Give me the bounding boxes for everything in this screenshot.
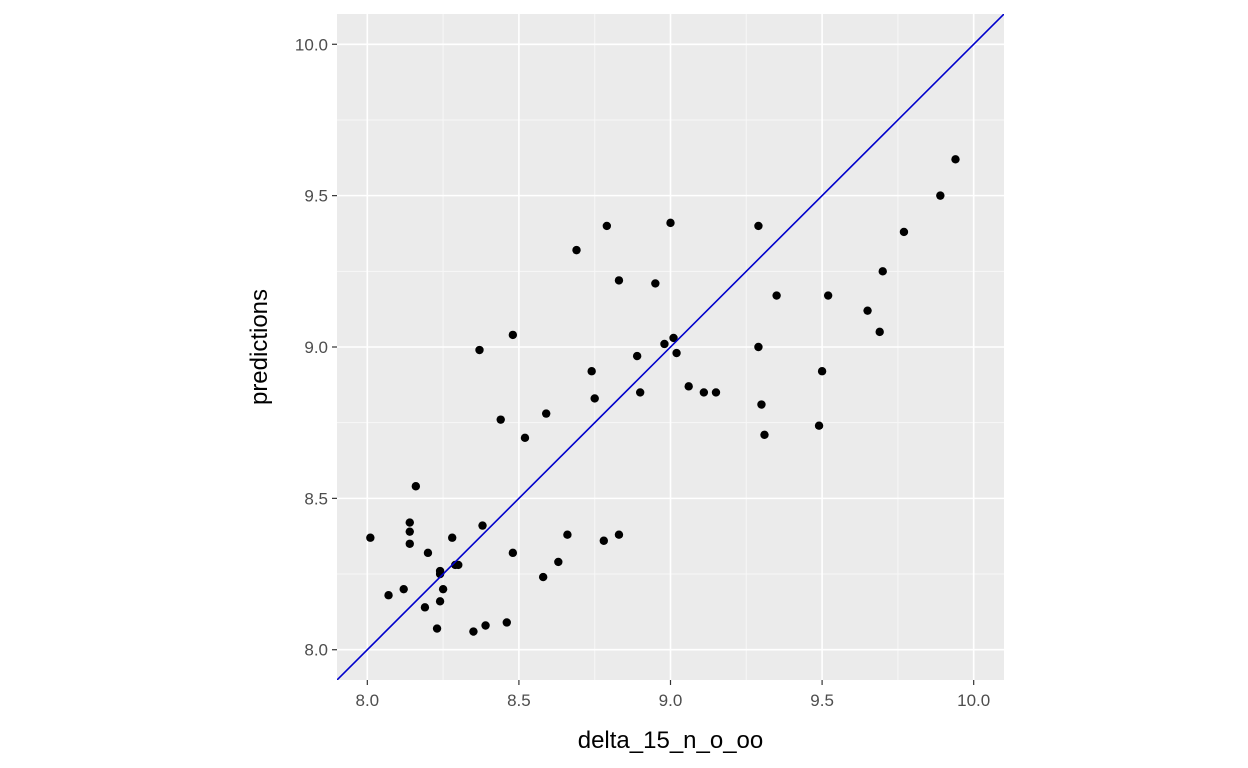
data-points: [366, 155, 960, 636]
data-point: [481, 621, 490, 630]
x-tick-label: 9.0: [659, 691, 683, 710]
data-point: [435, 597, 445, 606]
data-point: [899, 227, 909, 237]
data-point: [614, 530, 624, 539]
data-point: [469, 627, 478, 636]
x-tick-label: 8.0: [355, 691, 379, 710]
data-point: [435, 569, 445, 579]
identity-reference-line: [337, 14, 1004, 680]
data-point: [508, 548, 518, 558]
data-point: [599, 536, 608, 545]
data-point: [666, 218, 675, 228]
y-tick-label: 9.0: [304, 338, 328, 357]
y-axis-ticks: 8.0 8.5 9.0 9.5 10.0: [295, 35, 337, 660]
data-point: [669, 333, 678, 343]
data-point: [760, 430, 769, 439]
data-point: [757, 400, 766, 409]
data-point: [411, 482, 421, 491]
data-point: [754, 342, 763, 352]
data-point: [602, 221, 612, 231]
data-point: [538, 572, 548, 582]
data-point: [448, 533, 457, 542]
data-point: [863, 306, 872, 315]
data-point: [632, 351, 642, 361]
y-axis-title: predictions: [246, 289, 273, 405]
data-point: [405, 539, 414, 548]
data-point: [660, 339, 669, 349]
x-tick-label: 8.5: [507, 691, 531, 710]
data-point: [772, 291, 781, 300]
x-axis-ticks: 8.0 8.5 9.0 9.5 10.0: [355, 680, 990, 710]
data-point: [754, 221, 763, 231]
x-tick-label: 9.5: [810, 691, 834, 710]
data-point: [572, 245, 581, 255]
data-point: [541, 409, 551, 418]
data-point: [875, 327, 884, 337]
y-tick-label: 8.5: [304, 489, 328, 508]
data-point: [405, 518, 414, 527]
data-point: [563, 530, 572, 539]
data-point: [651, 279, 660, 288]
data-point: [405, 527, 414, 536]
data-point: [587, 367, 596, 376]
data-point: [684, 382, 693, 391]
data-point: [635, 388, 645, 397]
data-point: [384, 591, 393, 600]
data-point: [951, 155, 960, 164]
data-point: [699, 388, 709, 397]
data-point: [711, 388, 721, 397]
x-tick-label: 10.0: [957, 691, 990, 710]
data-point: [936, 191, 945, 200]
data-point: [438, 584, 448, 594]
data-point: [878, 267, 887, 276]
data-point: [520, 433, 530, 443]
data-point: [478, 521, 487, 530]
data-point: [496, 415, 505, 424]
data-point: [423, 548, 433, 558]
data-point: [420, 603, 430, 612]
data-point: [814, 421, 824, 430]
data-point: [554, 557, 563, 567]
data-point: [399, 584, 408, 594]
data-point: [590, 394, 599, 403]
data-point: [454, 560, 463, 570]
x-axis-title: delta_15_n_o_oo: [578, 727, 764, 754]
data-point: [508, 330, 518, 340]
data-point: [502, 618, 511, 627]
data-point: [475, 345, 484, 355]
data-point: [366, 533, 375, 542]
data-point: [672, 348, 681, 358]
y-tick-label: 8.0: [304, 641, 328, 660]
y-tick-label: 9.5: [304, 187, 328, 206]
data-point: [432, 624, 442, 633]
y-tick-label: 10.0: [295, 35, 328, 54]
data-point: [823, 291, 833, 300]
data-point: [614, 276, 624, 285]
data-point: [817, 367, 827, 376]
